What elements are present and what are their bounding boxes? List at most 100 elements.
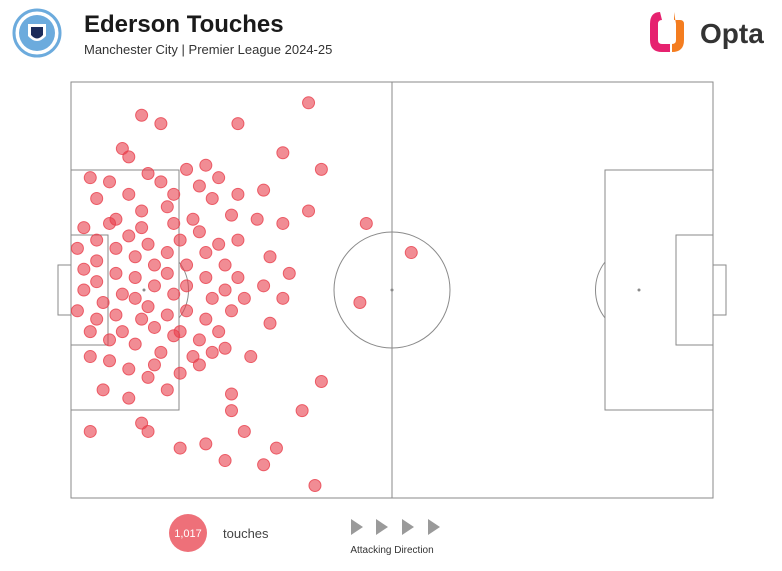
touch-dot <box>231 117 245 131</box>
touch-dot <box>135 108 149 122</box>
direction-arrows <box>351 519 440 535</box>
touch-dot <box>167 216 181 230</box>
touch-dot <box>192 333 206 347</box>
touch-dot <box>128 250 142 264</box>
touch-dot <box>128 337 142 351</box>
touch-dot <box>257 279 271 293</box>
touch-dot <box>225 404 238 418</box>
touch-dot <box>141 167 155 181</box>
touch-dot <box>250 212 264 226</box>
touch-dot <box>122 391 136 405</box>
touch-dot <box>359 216 373 230</box>
touch-dot <box>83 325 97 339</box>
touch-dot <box>70 241 84 255</box>
touch-dot <box>96 383 110 397</box>
touch-dot <box>180 304 194 318</box>
touch-dot <box>199 271 213 285</box>
touch-dot <box>147 279 161 293</box>
touch-dot <box>103 333 117 347</box>
club-badge <box>12 8 62 58</box>
touch-dot <box>257 458 271 472</box>
touch-dot <box>90 312 104 326</box>
touch-dot <box>128 271 142 285</box>
touch-dot <box>77 262 91 276</box>
touch-dot <box>147 258 161 272</box>
touch-dots <box>70 96 418 493</box>
touch-dot <box>231 187 245 201</box>
touch-dot <box>154 117 168 131</box>
touch-dot <box>295 404 309 418</box>
touch-dot <box>109 266 123 280</box>
touch-dot <box>154 175 168 189</box>
touch-dot <box>122 187 136 201</box>
touch-dot <box>302 204 316 218</box>
touch-dot <box>173 366 187 380</box>
touch-dot <box>96 295 110 309</box>
touch-dot <box>167 287 181 301</box>
title: Ederson Touches <box>84 11 284 38</box>
touch-dot <box>186 350 200 364</box>
touch-dot <box>70 304 84 318</box>
touch-dot <box>122 362 136 376</box>
touch-dot <box>237 291 251 305</box>
touch-dot <box>83 171 97 185</box>
touch-dot <box>160 266 174 280</box>
touch-dot <box>109 308 123 322</box>
touch-dot <box>109 241 123 255</box>
touch-dot <box>244 350 258 364</box>
touch-dot <box>199 246 213 260</box>
touch-dot <box>173 325 187 339</box>
touch-dot <box>218 258 232 272</box>
subtitle: Manchester City | Premier League 2024-25 <box>84 42 332 57</box>
touch-dot <box>212 325 226 339</box>
touch-dot <box>225 387 238 401</box>
touch-dot <box>90 275 104 289</box>
touch-dot <box>180 258 194 272</box>
touch-dot <box>173 233 187 247</box>
brand-logo: Opta <box>650 12 764 52</box>
touch-dot <box>205 291 219 305</box>
touch-dot <box>154 345 168 359</box>
touch-dot <box>147 320 161 334</box>
touch-dot <box>122 229 136 243</box>
touch-dot <box>103 175 117 189</box>
touch-dot <box>218 454 232 468</box>
touch-dot <box>115 287 129 301</box>
pitch <box>57 81 727 499</box>
touch-dot <box>314 162 328 176</box>
touch-dot <box>160 246 174 260</box>
touch-dot <box>115 325 129 339</box>
touch-dot <box>231 271 245 285</box>
touch-dot <box>173 441 187 455</box>
touch-dot <box>103 354 117 368</box>
touch-dot <box>167 187 181 201</box>
total-badge <box>169 514 207 552</box>
touch-dot <box>199 437 213 451</box>
touch-dot <box>314 375 328 389</box>
touch-dot <box>186 212 200 226</box>
touch-dot <box>77 283 91 297</box>
touch-dot <box>135 204 149 218</box>
touch-dot <box>180 279 194 293</box>
touch-dot <box>225 208 238 222</box>
touch-dot <box>257 183 271 197</box>
touch-dot <box>192 225 206 239</box>
touch-dot <box>263 316 277 330</box>
touch-dot <box>205 191 219 205</box>
touch-dot <box>231 233 245 247</box>
touch-dot <box>199 312 213 326</box>
touch-dot <box>83 424 97 438</box>
touch-dot <box>147 358 161 372</box>
touch-dot <box>282 266 296 280</box>
touch-dot <box>199 158 213 172</box>
touch-dot <box>160 200 174 214</box>
touch-dot <box>276 216 290 230</box>
touch-dot <box>141 237 155 251</box>
touch-dot <box>135 312 149 326</box>
touch-dot <box>160 383 174 397</box>
touch-dot <box>404 246 418 260</box>
touch-dot <box>180 162 194 176</box>
touch-dot <box>218 341 232 355</box>
touch-dot <box>160 308 174 322</box>
